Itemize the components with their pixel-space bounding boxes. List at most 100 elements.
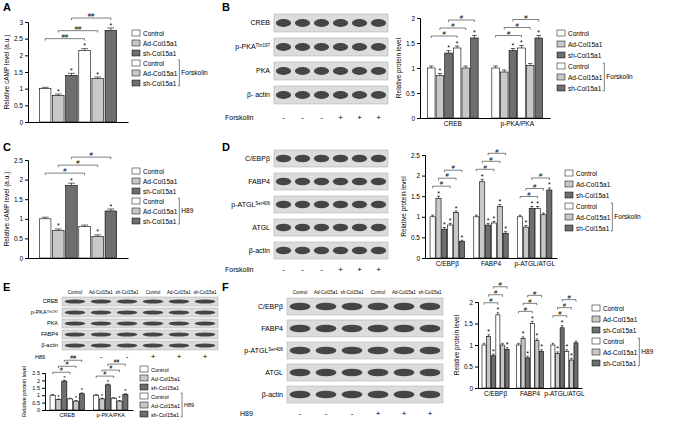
legend-bracket bbox=[638, 338, 640, 366]
blot-strip bbox=[274, 150, 388, 167]
row-label-sup: Ser406 bbox=[255, 201, 270, 206]
significance-label: # bbox=[516, 22, 520, 28]
significance-bracket bbox=[431, 36, 457, 38]
treatment-label: Forskolin bbox=[225, 114, 254, 121]
x-axis: CREBp-PKA/PKA bbox=[421, 118, 551, 128]
blot-band bbox=[314, 155, 329, 162]
blot-band bbox=[290, 303, 311, 310]
significance-star: * bbox=[109, 22, 112, 29]
treatment-sign: - bbox=[351, 409, 354, 418]
x-tick: p-ATGL/ATGL bbox=[544, 388, 585, 398]
legend-swatch bbox=[557, 30, 565, 36]
row-label-text: PKA bbox=[47, 320, 58, 326]
bar bbox=[505, 349, 509, 388]
western-blot: ControlAd-Col15a1sh-Col15a1ControlAd-Col… bbox=[240, 290, 443, 418]
blot-band bbox=[316, 347, 337, 354]
y-tick-mark bbox=[422, 176, 425, 177]
blot-strip bbox=[287, 364, 443, 381]
blot-strip bbox=[62, 341, 218, 350]
legend-label: sh-Col15a1 bbox=[568, 85, 602, 92]
row-label-text: FABP4 bbox=[41, 331, 58, 337]
blot-band bbox=[143, 300, 164, 304]
panel-letter: F bbox=[222, 281, 229, 293]
significance-label: # bbox=[443, 30, 447, 36]
y-tick-label: 0 bbox=[37, 407, 40, 413]
x-tick: C/EBPβ bbox=[436, 258, 460, 268]
legend-label: Ad-Col15a1 bbox=[151, 403, 180, 409]
significance-bracket bbox=[562, 300, 576, 302]
x-tick-label: C/EBPβ bbox=[484, 390, 508, 398]
legend-swatch bbox=[132, 218, 140, 224]
blot-band bbox=[420, 369, 441, 376]
blot-band bbox=[316, 303, 337, 310]
blot-strip bbox=[62, 319, 218, 328]
legend-label: Ad-Col15a1 bbox=[576, 214, 611, 221]
treatment-sign: + bbox=[376, 113, 381, 122]
bar bbox=[459, 242, 464, 258]
blot-row-label: C/EBPβ bbox=[258, 303, 283, 311]
x-axis-line bbox=[29, 122, 129, 123]
significance-star: * bbox=[70, 67, 73, 74]
y-tick-label: 0.5 bbox=[14, 102, 23, 109]
blot-row-label: CREB bbox=[43, 298, 59, 304]
treatment-sign: - bbox=[299, 409, 302, 418]
y-tick: 1.5 bbox=[32, 385, 45, 391]
blot-strip bbox=[274, 38, 388, 56]
blot-band bbox=[290, 391, 311, 398]
blot-band bbox=[65, 344, 86, 348]
bar bbox=[453, 48, 461, 118]
blot-row-label: ATGL bbox=[265, 369, 283, 376]
bar bbox=[99, 399, 104, 410]
significance-label: ## bbox=[62, 33, 69, 39]
y-tick: 1 bbox=[19, 85, 28, 92]
lane-label: Control bbox=[371, 290, 386, 295]
y-tick: 2 bbox=[37, 378, 45, 384]
y-tick: 0.5 bbox=[411, 234, 425, 241]
x-tick-label: p-PKA/PKA bbox=[500, 120, 534, 128]
blot-band bbox=[65, 300, 86, 304]
y-axis-line bbox=[25, 23, 29, 123]
error-bar bbox=[575, 341, 577, 343]
treatment-sign: + bbox=[402, 409, 407, 418]
y-tick-mark bbox=[42, 410, 45, 411]
y-tick: 0.5 bbox=[14, 102, 28, 109]
x-axis: C/EBPβFABP4p-ATGL/ATGL bbox=[479, 388, 586, 398]
significance-label: ## bbox=[70, 354, 76, 360]
error-bar bbox=[493, 66, 498, 68]
y-tick-label: 1 bbox=[411, 65, 415, 72]
blot-band bbox=[316, 391, 337, 398]
legend-bracket bbox=[178, 60, 180, 86]
lane-label: Ad-Col15a1 bbox=[392, 290, 416, 295]
bar bbox=[569, 360, 573, 388]
y-tick-label: 1.5 bbox=[411, 193, 420, 200]
significance-star: * bbox=[498, 198, 501, 205]
legend-label: Control bbox=[143, 60, 165, 67]
y-tick: 0.5 bbox=[32, 400, 45, 406]
blot-band bbox=[314, 201, 329, 208]
y-tick-label: 2.5 bbox=[32, 370, 40, 376]
figure: A*****######00.511.522.53Relative cAMP l… bbox=[0, 0, 675, 424]
bar bbox=[485, 225, 490, 258]
y-tick: 1 bbox=[19, 215, 28, 222]
plot-area bbox=[427, 36, 542, 119]
y-tick-mark bbox=[422, 217, 425, 218]
significance-label: # bbox=[489, 156, 493, 162]
significance-star: * bbox=[525, 219, 528, 226]
y-tick: 2.5 bbox=[14, 157, 28, 164]
y-tick-label: 1 bbox=[469, 342, 473, 349]
significance-star: * bbox=[83, 42, 86, 49]
blot-band bbox=[368, 369, 389, 376]
legend-swatch bbox=[557, 63, 565, 69]
row-label-text: FABP4 bbox=[261, 325, 283, 332]
blot-band bbox=[195, 322, 216, 326]
treatment-sign: + bbox=[357, 113, 362, 122]
y-tick-label: 2 bbox=[19, 52, 23, 59]
y-tick-mark bbox=[25, 55, 28, 56]
y-tick-mark bbox=[25, 39, 28, 40]
blot-strip bbox=[287, 386, 443, 403]
y-tick-mark bbox=[422, 196, 425, 197]
blot-band bbox=[276, 201, 291, 208]
blot-band bbox=[143, 333, 164, 337]
significance-star: * bbox=[536, 332, 539, 339]
y-tick: 0 bbox=[37, 407, 45, 413]
